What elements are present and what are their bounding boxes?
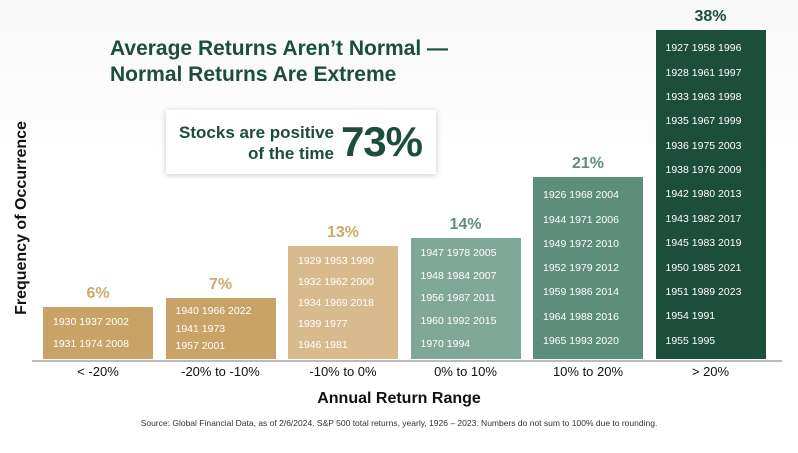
year-list-item: 1932 1962 2000 — [298, 275, 374, 288]
year-list-item: 1942 1980 2013 — [665, 188, 742, 201]
title-line-1: Average Returns Aren’t Normal — — [110, 37, 449, 60]
year-list-item: 1940 1966 2022 — [175, 305, 252, 318]
year-list-item: 1960 1992 2015 — [420, 315, 497, 328]
bar-value-label: 14% — [449, 215, 482, 233]
bar-6: 1927 1958 1996 1928 1961 1997 1933 1963 19… — [655, 30, 766, 359]
year-list-item: 1935 1967 1999 — [665, 115, 742, 128]
callout-value: 73% — [340, 118, 423, 165]
bar-value-label: 6% — [86, 285, 110, 303]
year-list-item: 1965 1993 2020 — [543, 334, 619, 347]
bar-value-label: 13% — [326, 224, 360, 242]
year-list-item: 1970 1994 — [420, 337, 471, 350]
year-list-item: 1941 1973 — [175, 322, 226, 335]
year-list-item: 1936 1975 2003 — [665, 139, 742, 152]
callout-text: Stocks are positive of the time — [179, 122, 334, 164]
year-list-item: 1955 1995 — [665, 334, 716, 347]
x-tick-label: 10% to 20% — [552, 364, 624, 379]
year-list-item: 1956 1987 2011 — [420, 292, 496, 305]
year-list-item: 1928 1961 1997 — [665, 66, 742, 79]
year-list-item: 1934 1969 2018 — [298, 296, 374, 309]
bar-4: 1947 1978 2005 1948 1984 2007 1956 1987 20… — [410, 237, 521, 359]
bar-value-label: 38% — [694, 8, 727, 25]
year-list-item: 1931 1974 2008 — [53, 338, 129, 350]
year-list-item: 1933 1963 1998 — [665, 90, 742, 103]
year-list-item: 1944 1971 2006 — [543, 213, 619, 226]
year-list-item: 1945 1983 2019 — [665, 237, 742, 250]
year-list-item: 1930 1937 2002 — [53, 316, 129, 329]
year-list-item: 1952 1979 2012 — [543, 262, 619, 275]
year-list-item: 1957 2001 — [175, 340, 226, 353]
year-list-item: 1938 1976 2009 — [665, 164, 742, 177]
x-axis-label: Annual Return Range — [317, 390, 481, 407]
source-note: Source: Global Financial Data, as of 2/6… — [140, 418, 658, 428]
year-list-item: 1950 1985 2021 — [665, 261, 742, 274]
title-line-2: Normal Returns Are Extreme — [110, 63, 397, 86]
x-tick-label: 0% to 10% — [434, 364, 497, 379]
bar-3: 1929 1953 1990 1932 1962 2000 1934 1969 20… — [288, 246, 398, 359]
bar-5: 1926 1968 2004 1944 1971 2006 1949 1972 20… — [533, 177, 643, 359]
year-list-item: 1951 1989 2023 — [665, 285, 742, 298]
callout-line-2: of the time — [248, 144, 334, 163]
x-tick-label: -10% to 0% — [309, 364, 377, 379]
chart-title: Average Returns Aren’t Normal — Normal R… — [110, 36, 448, 88]
year-list-item: 1964 1988 2016 — [543, 310, 619, 323]
bar-2: 1940 1966 2022 1941 1973 1957 2001 — [165, 298, 276, 359]
callout-box: Stocks are positive of the time 73% — [166, 110, 436, 174]
year-list-item: 1926 1968 2004 — [543, 189, 619, 202]
x-axis-baseline — [32, 360, 782, 362]
year-list-item: 1943 1982 2017 — [665, 212, 742, 225]
year-list-item: 1948 1984 2007 — [420, 269, 497, 282]
year-list-item: 1939 1977 — [298, 317, 348, 330]
year-list-item: 1946 1981 — [298, 338, 348, 351]
y-axis-label: Frequency of Occurrence — [13, 121, 30, 315]
year-list-item: 1949 1972 2010 — [543, 237, 619, 250]
x-tick-label: > 20% — [691, 364, 730, 379]
year-list-item: 1954 1991 — [665, 310, 716, 323]
year-list-item: 1947 1978 2005 — [420, 247, 497, 260]
year-list-item: 1927 1958 1996 — [665, 42, 742, 55]
year-list-item: 1959 1986 2014 — [543, 286, 619, 299]
x-tick-label: < -20% — [77, 364, 119, 379]
year-list-item: 1929 1953 1990 — [298, 254, 374, 267]
bar-1: 1930 1937 2002 1931 1974 2008 — [43, 307, 153, 359]
callout-line-1: Stocks are positive — [179, 123, 334, 142]
bar-value-label: 21% — [571, 155, 605, 173]
bar-value-label: 7% — [208, 276, 233, 294]
x-tick-label: -20% to -10% — [181, 364, 260, 379]
